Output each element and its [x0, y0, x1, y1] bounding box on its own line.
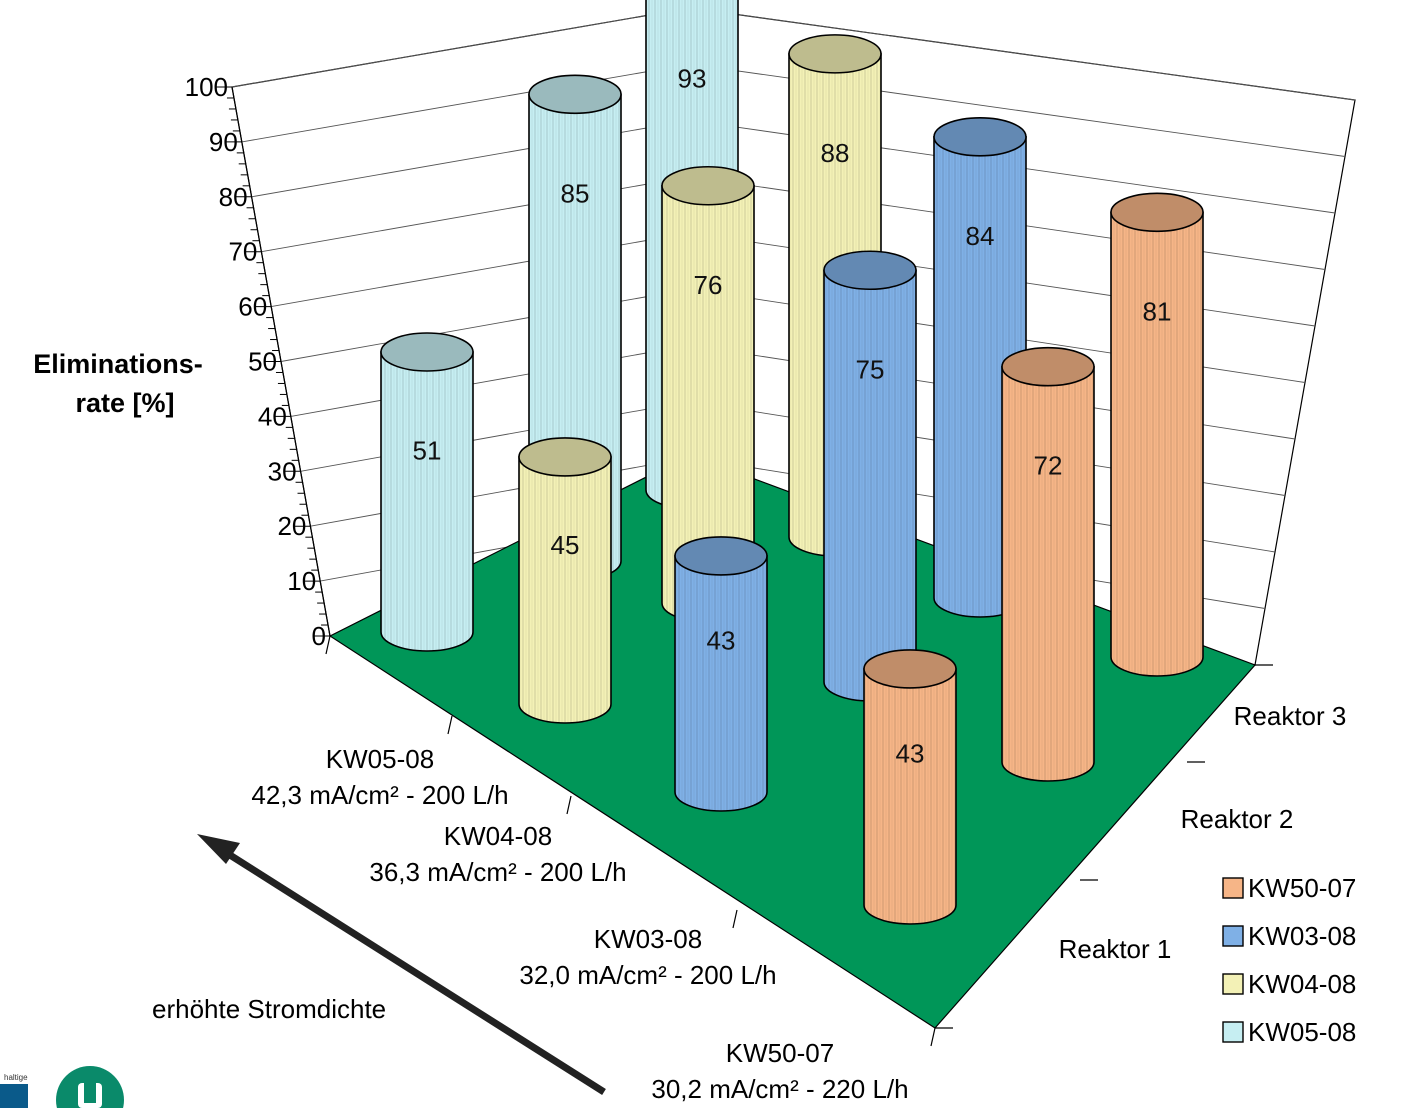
legend: KW50-07 KW03-08 KW04-08 KW05-08 [1222, 873, 1356, 1047]
bar-KW03-08-Reaktor-1: 43 [674, 536, 768, 812]
depth-label: Reaktor 1 [1059, 934, 1172, 964]
bar-top [863, 649, 957, 689]
y-axis: 0 10 20 30 40 50 60 70 80 90 100 [185, 72, 331, 651]
legend-swatch [1222, 973, 1244, 995]
y-tick-label: 90 [209, 127, 238, 157]
bar-value-label: 88 [821, 138, 850, 168]
legend-label: KW04-08 [1248, 969, 1356, 999]
arrow-annotation: erhöhte Stromdichte [152, 994, 386, 1024]
bar-top [1001, 346, 1095, 387]
bar-texture [824, 270, 916, 701]
category-label-line1: KW03-08 [594, 924, 702, 954]
y-tick-label: 40 [258, 401, 287, 431]
depth-labels: Reaktor 1 Reaktor 2 Reaktor 3 [1059, 701, 1347, 964]
category-label-line1: KW04-08 [444, 821, 552, 851]
depth-label: Reaktor 2 [1181, 804, 1294, 834]
bar-top [1110, 192, 1204, 233]
bar-top [674, 536, 768, 576]
bar-value-label: 76 [694, 270, 723, 300]
bar-KW04-08-Reaktor-1: 45 [518, 437, 612, 724]
bar-value-label: 75 [856, 354, 885, 384]
bar-top [823, 250, 917, 291]
bar-KW50-07-Reaktor-1: 43 [863, 649, 957, 925]
bar-texture [1002, 366, 1094, 781]
y-tick-label: 100 [185, 72, 228, 102]
y-tick-label: 60 [238, 292, 267, 322]
legend-swatch [1222, 925, 1244, 947]
y-tick-label: 10 [287, 566, 316, 596]
y-tick-label: 20 [277, 511, 306, 541]
bar-KW04-08-Reaktor-2: 76 [661, 165, 755, 623]
bar-value-label: 85 [561, 178, 590, 208]
bar-top [528, 74, 622, 115]
bar-texture [864, 668, 956, 924]
bar-value-label: 93 [678, 63, 707, 93]
bar-value-label: 81 [1143, 296, 1172, 326]
bars-group: 93 88 85 84 76 51 81 75 45 72 43 43 [380, 0, 1204, 925]
legend-label: KW05-08 [1248, 1017, 1356, 1047]
y-tick-label: 30 [268, 456, 297, 486]
edge-tick [732, 909, 738, 929]
category-label-line2: 30,2 mA/cm² - 220 L/h [651, 1074, 908, 1104]
edge-tick [566, 795, 572, 815]
y-tick-label: 70 [228, 237, 257, 267]
bar-texture [519, 456, 611, 723]
legend-swatch [1222, 1021, 1244, 1043]
edge-ticks [325, 635, 1273, 1047]
bar-value-label: 51 [413, 436, 442, 466]
bar-value-label: 43 [896, 738, 925, 768]
bar-value-label: 45 [551, 530, 580, 560]
y-tick-label: 50 [248, 347, 277, 377]
bar-KW03-08-Reaktor-2: 75 [823, 250, 917, 702]
bar-texture [662, 185, 754, 622]
edge-tick [325, 635, 331, 655]
category-label-line2: 36,3 mA/cm² - 200 L/h [369, 857, 626, 887]
bar-top [518, 437, 612, 477]
bar-texture [1111, 212, 1203, 676]
logo-box-icon [0, 1084, 28, 1108]
depth-label: Reaktor 3 [1234, 701, 1347, 731]
logo: haltige [0, 1066, 124, 1108]
bar-top [788, 34, 882, 74]
legend-label: KW50-07 [1248, 873, 1356, 903]
category-label-line2: 42,3 mA/cm² - 200 L/h [251, 780, 508, 810]
bar-texture [381, 352, 473, 651]
logo-letter-u-inner [84, 1083, 96, 1103]
legend-swatch [1222, 877, 1244, 899]
category-label-line1: KW50-07 [726, 1038, 834, 1068]
bar-value-label: 43 [707, 625, 736, 655]
y-tick-label: 0 [312, 621, 326, 651]
bar-KW50-07-Reaktor-2: 72 [1001, 346, 1095, 782]
legend-label: KW03-08 [1248, 921, 1356, 951]
bar-top [933, 117, 1027, 157]
category-labels: KW50-07 30,2 mA/cm² - 220 L/h KW03-08 32,0 … [251, 744, 908, 1104]
bar-top [661, 165, 755, 206]
bar-top [380, 332, 474, 372]
logo-small-text: haltige [4, 1073, 28, 1082]
bar-texture [675, 555, 767, 811]
edge-tick [930, 1027, 936, 1047]
category-label-line1: KW05-08 [326, 744, 434, 774]
arrow-shaft [220, 847, 606, 1095]
stromdichte-arrow [197, 834, 606, 1095]
bar-value-label: 84 [966, 221, 995, 251]
arrow-head-icon [197, 834, 240, 864]
edge-tick [447, 715, 453, 735]
category-label-line2: 32,0 mA/cm² - 200 L/h [519, 960, 776, 990]
y-axis-label-line1: Eliminations- [33, 349, 203, 379]
bar-KW50-07-Reaktor-3: 81 [1110, 192, 1204, 677]
y-tick-label: 80 [219, 182, 248, 212]
y-axis-label-line2: rate [%] [75, 388, 174, 418]
bar-value-label: 72 [1034, 451, 1063, 481]
bar-KW05-08-Reaktor-1: 51 [380, 332, 474, 652]
